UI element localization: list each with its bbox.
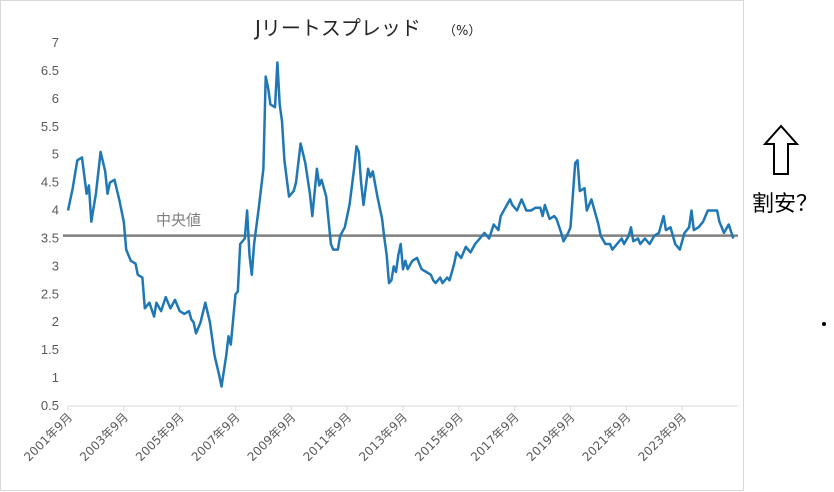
y-tick-label: 3	[52, 258, 59, 273]
up-arrow-icon	[762, 124, 800, 175]
y-tick-label: 5.5	[41, 119, 59, 134]
y-tick-label: 4.5	[41, 175, 59, 190]
x-axis-ticks: 2001年9月 2003年9月 2005年9月 2007年9月 2009年9月 2011年…	[21, 406, 689, 464]
y-axis-ticks: 0.5 1 1.5 2 2.5 3 3.5 4 4.5 5 5.5 6 6.5 7	[41, 35, 59, 413]
y-tick-label: 2	[52, 314, 59, 329]
y-tick-label: 5	[52, 147, 59, 162]
chart-title: Jリートスプレッド	[253, 16, 421, 40]
chart-panel: Jリートスプレッド （%） 0.5 1 1.5 2 2.5 3 3.5 4 4.5 5 5.5 6 6.…	[0, 0, 744, 491]
x-tick-label: 2009年9月	[245, 410, 299, 464]
chart-title-unit: （%）	[443, 24, 481, 39]
x-tick-label: 2015年9月	[412, 410, 466, 464]
y-tick-label: 6	[52, 91, 59, 106]
y-tick-label: 0.5	[41, 398, 59, 413]
y-tick-label: 2.5	[41, 286, 59, 301]
y-tick-label: 4	[52, 203, 59, 218]
y-tick-label: 1	[52, 370, 59, 385]
x-tick-label: 2017年9月	[468, 410, 522, 464]
x-tick-label: 2023年9月	[635, 410, 689, 464]
x-tick-label: 2005年9月	[133, 410, 187, 464]
x-tick-label: 2013年9月	[356, 410, 410, 464]
y-tick-label: 6.5	[41, 63, 59, 78]
y-tick-label: 1.5	[41, 342, 59, 357]
x-tick-label: 2007年9月	[189, 410, 243, 464]
y-tick-label: 3.5	[41, 230, 59, 245]
x-tick-label: 2019年9月	[524, 410, 578, 464]
y-tick-label: 7	[52, 35, 59, 50]
x-tick-label: 2001年9月	[21, 410, 75, 464]
x-tick-label: 2021年9月	[580, 410, 634, 464]
x-tick-label: 2011年9月	[300, 410, 354, 464]
dot-mark	[822, 322, 826, 326]
series-line-j-reit-spread	[66, 61, 735, 388]
median-label: 中央値	[156, 211, 201, 229]
chart-svg: Jリートスプレッド （%） 0.5 1 1.5 2 2.5 3 3.5 4 4.5 5 5.5 6 6.…	[21, 16, 738, 464]
annotation-text: 割安？	[752, 192, 819, 217]
x-tick-label: 2003年9月	[77, 410, 131, 464]
